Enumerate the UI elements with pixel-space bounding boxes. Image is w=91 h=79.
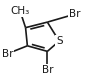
Text: CH₃: CH₃ <box>10 6 30 16</box>
Text: S: S <box>56 36 63 46</box>
Text: Br: Br <box>2 49 13 59</box>
Text: Br: Br <box>42 65 53 74</box>
Text: Br: Br <box>69 9 80 19</box>
